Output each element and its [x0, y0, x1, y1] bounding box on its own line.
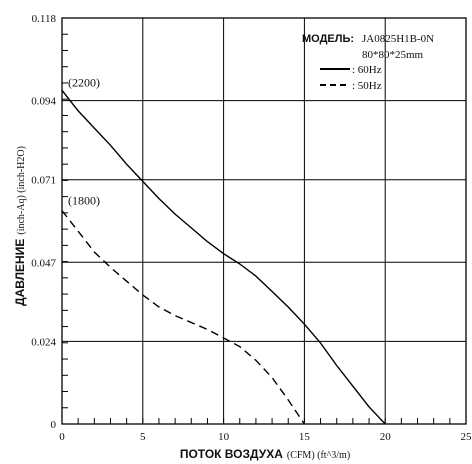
- x-tick-label-2: 10: [218, 431, 230, 443]
- x-ticks: 0 5 10 15 20 25: [59, 431, 472, 443]
- series-line-50hz: [61, 210, 305, 425]
- x-axis-title: ПОТОК ВОЗДУХА (CFM) (ft^3/m): [180, 447, 350, 461]
- annotation-50hz: (1800): [68, 194, 100, 208]
- y-tick-label-1: 0.024: [31, 336, 56, 348]
- y-axis-title-main: ДАВЛЕНИЕ: [13, 239, 27, 306]
- svg-text:ПОТОК ВОЗДУХА(CFM) (ft^3/m): ПОТОК ВОЗДУХА (CFM) (ft^3/m): [180, 447, 350, 461]
- x-tick-label-4: 20: [380, 431, 392, 443]
- x-tick-label-3: 15: [299, 431, 311, 443]
- legend-entry-50hz: : 50Hz: [352, 80, 382, 92]
- y-tick-label-0: 0: [51, 419, 57, 431]
- x-tick-label-0: 0: [59, 431, 65, 443]
- y-ticks: 0 0.024 0.047 0.071 0.094 0.118: [31, 13, 56, 431]
- y-axis-title: ДАВЛЕНИЕ (inch-Aq) (inch-H2O): [13, 146, 27, 306]
- svg-text:ДАВЛЕНИЕ(inch-Aq) (inch-H2O): ДАВЛЕНИЕ (inch-Aq) (inch-H2O): [13, 146, 27, 306]
- x-tick-label-1: 5: [140, 431, 146, 443]
- legend-model-value: JA0825H1B-0N: [362, 33, 434, 45]
- x-tick-label-5: 25: [461, 431, 472, 443]
- x-axis-title-main: ПОТОК ВОЗДУХА: [180, 447, 283, 461]
- grid: [61, 17, 467, 425]
- plot-frame: [61, 17, 467, 425]
- series-layer: [61, 89, 386, 425]
- legend-model-label: МОДЕЛЬ:: [302, 33, 354, 45]
- series-line-60hz: [61, 89, 386, 425]
- legend-entry-60hz: : 60Hz: [352, 64, 382, 76]
- legend-size: 80*80*25mm: [362, 49, 424, 61]
- annotation-60hz: (2200): [68, 75, 100, 89]
- y-tick-label-2: 0.047: [31, 257, 56, 269]
- y-axis-title-units: (inch-Aq) (inch-H2O): [16, 146, 27, 235]
- y-tick-label-3: 0.071: [31, 175, 56, 187]
- y-tick-label-5: 0.118: [32, 13, 57, 25]
- legend: МОДЕЛЬ: JA0825H1B-0N 80*80*25mm : 60Hz :…: [302, 33, 434, 92]
- y-tick-label-4: 0.094: [31, 96, 56, 108]
- x-axis-title-units: (CFM) (ft^3/m): [287, 450, 350, 461]
